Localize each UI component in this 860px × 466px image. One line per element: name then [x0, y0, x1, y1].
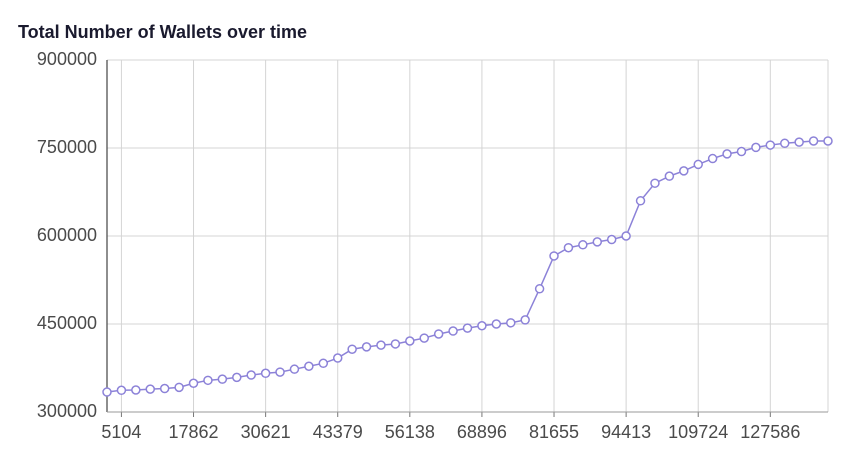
chart-title: Total Number of Wallets over time	[18, 22, 307, 42]
data-point	[736, 146, 747, 157]
data-point	[433, 329, 444, 339]
data-point	[751, 142, 761, 153]
data-point	[506, 318, 516, 328]
data-point	[462, 323, 473, 333]
data-point	[664, 171, 675, 181]
data-point	[794, 137, 804, 147]
x-tick-label: 5104	[101, 422, 141, 442]
data-point	[390, 339, 401, 349]
data-point	[578, 240, 588, 250]
x-tick-label: 94413	[601, 422, 651, 442]
data-point	[779, 138, 790, 149]
data-point	[679, 166, 689, 176]
data-point	[592, 237, 603, 247]
x-tick-label: 43379	[313, 422, 363, 442]
data-point	[203, 375, 213, 386]
x-tick-label: 17862	[168, 422, 218, 442]
data-point	[419, 333, 429, 343]
data-point	[159, 383, 170, 394]
data-point	[361, 342, 372, 352]
x-tick-label: 30621	[241, 422, 291, 442]
data-point	[520, 315, 530, 325]
data-point	[534, 284, 545, 294]
data-point	[131, 385, 141, 395]
data-point	[635, 196, 646, 206]
x-tick-label: 68896	[457, 422, 507, 442]
y-tick-label: 900000	[37, 49, 97, 69]
data-point	[448, 326, 458, 336]
data-point	[722, 149, 732, 159]
x-tick-label: 81655	[529, 422, 579, 442]
data-point	[347, 344, 357, 354]
data-point	[217, 374, 228, 384]
data-point	[145, 384, 156, 394]
x-tick-label: 127586	[740, 422, 800, 442]
y-tick-label: 750000	[37, 137, 97, 157]
data-point	[116, 385, 127, 396]
y-tick-label: 450000	[37, 313, 97, 333]
data-point	[650, 178, 660, 188]
data-point	[304, 361, 314, 371]
data-point	[275, 367, 285, 377]
data-point	[376, 340, 386, 350]
data-point	[477, 321, 487, 331]
data-point	[318, 358, 329, 369]
x-tick-label: 56138	[385, 422, 435, 442]
data-point	[606, 234, 617, 245]
data-point	[188, 378, 199, 389]
data-point	[693, 159, 703, 170]
data-point	[246, 370, 256, 380]
y-tick-label: 300000	[37, 401, 97, 421]
data-point	[332, 353, 343, 363]
data-point	[765, 140, 776, 150]
data-point	[232, 372, 242, 383]
data-point	[491, 319, 502, 329]
data-point	[174, 382, 184, 393]
y-tick-label: 600000	[37, 225, 97, 245]
data-point	[808, 136, 819, 146]
data-point	[823, 136, 833, 146]
data-point	[549, 251, 559, 261]
data-point	[102, 387, 112, 397]
data-point	[563, 242, 574, 253]
x-tick-label: 109724	[668, 422, 728, 442]
data-point	[621, 231, 631, 241]
data-point	[260, 368, 271, 379]
data-point	[707, 153, 718, 164]
data-point	[405, 336, 415, 346]
series-line	[106, 140, 828, 393]
data-point	[289, 364, 300, 374]
